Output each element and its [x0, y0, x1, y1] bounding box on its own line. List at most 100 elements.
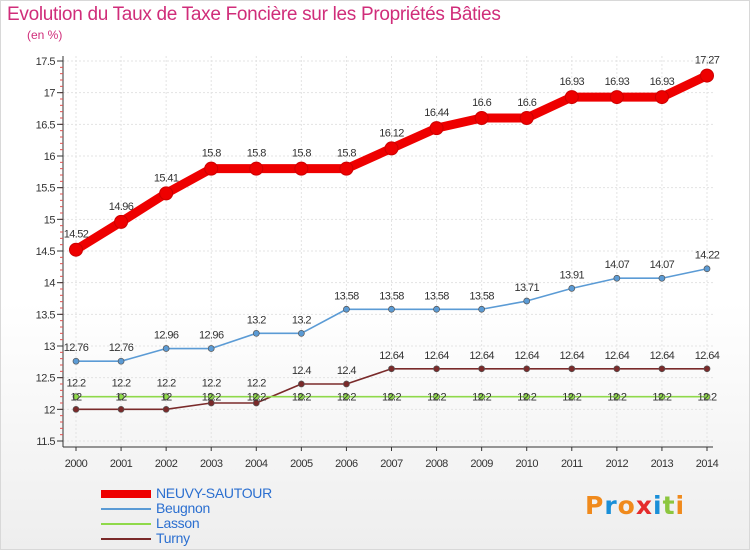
data-point [298, 380, 305, 388]
data-label: 14.22 [695, 250, 720, 262]
data-label: 12.2 [157, 378, 176, 390]
data-point [388, 365, 395, 373]
data-label: 14.07 [605, 259, 630, 271]
x-tick-label: 2003 [200, 458, 223, 470]
x-tick-label: 2011 [561, 458, 583, 470]
data-label: 12 [70, 392, 82, 404]
x-tick-label: 2004 [245, 458, 268, 470]
chart-legend: NEUVY-SAUTOUR Beugnon Lasson Turny [101, 485, 361, 546]
data-label: 12.2 [427, 392, 446, 404]
data-label: 13.71 [514, 282, 539, 294]
data-label: 12.76 [109, 342, 134, 354]
data-point [117, 393, 125, 401]
logo-letter: x [635, 491, 653, 520]
y-tick-label: 17.5 [36, 56, 56, 68]
data-label: 12.2 [652, 392, 671, 404]
data-point [343, 380, 350, 388]
data-point [298, 393, 305, 401]
data-point [294, 161, 309, 176]
data-label: 12.64 [379, 350, 404, 362]
data-point [523, 393, 531, 401]
data-point [114, 214, 129, 229]
data-point [519, 111, 534, 125]
data-label: 13.91 [560, 269, 585, 281]
y-tick-label: 12.5 [36, 373, 56, 385]
data-label: 12.64 [469, 350, 494, 362]
data-label: 12.2 [517, 392, 536, 404]
data-label: 12.2 [112, 378, 131, 390]
data-label: 12.4 [292, 365, 311, 377]
legend-swatch [101, 538, 151, 540]
data-point [429, 121, 444, 136]
data-point [568, 285, 576, 292]
data-label: 17.27 [695, 55, 720, 67]
data-point [658, 365, 666, 373]
legend-label: NEUVY-SAUTOUR [156, 485, 272, 501]
data-point [207, 393, 215, 401]
data-label: 15.8 [202, 148, 221, 160]
data-label: 16.44 [424, 107, 449, 119]
y-tick-label: 15 [44, 214, 56, 226]
legend-swatch [101, 508, 151, 510]
data-label: 15.41 [154, 172, 179, 184]
y-tick-label: 13.5 [36, 309, 56, 321]
x-tick-label: 2008 [425, 458, 448, 470]
legend-label: Lasson [156, 515, 200, 531]
legend-item: Turny [101, 530, 361, 546]
data-label: 16.93 [560, 76, 585, 88]
logo-letter: t [662, 491, 676, 520]
x-tick-label: 2001 [110, 458, 133, 470]
data-point [388, 305, 395, 313]
data-point [69, 242, 83, 257]
data-label: 12.2 [247, 378, 266, 390]
data-label: 12.2 [382, 392, 401, 404]
x-tick-label: 2010 [515, 458, 538, 470]
data-label: 12.2 [247, 392, 266, 404]
logo-letter: i [675, 491, 686, 520]
data-label: 12.2 [66, 378, 85, 390]
x-tick-label: 2005 [290, 458, 313, 470]
data-label: 13.2 [247, 314, 266, 326]
data-point [433, 393, 440, 401]
data-label: 16.6 [517, 97, 536, 109]
data-label: 16.12 [379, 127, 404, 139]
data-point [252, 329, 260, 337]
data-label: 12.4 [337, 365, 356, 377]
data-label: 12.2 [337, 392, 356, 404]
legend-item: NEUVY-SAUTOUR [101, 485, 361, 501]
data-label: 12.96 [199, 330, 224, 342]
data-point [703, 365, 711, 373]
data-point [474, 111, 489, 125]
data-point [478, 365, 485, 373]
data-point [613, 274, 621, 282]
data-point [207, 345, 215, 352]
data-point [343, 393, 350, 401]
data-label: 12.64 [650, 350, 675, 362]
line-chart: 11.5 12 12.5 13 13.5 14 14.5 15 15.5 16 16.5 17 17.5… [36, 55, 721, 470]
data-point [343, 305, 350, 313]
data-label: 12.64 [605, 350, 630, 362]
data-label: 16.93 [605, 76, 630, 88]
legend-item: Lasson [101, 515, 361, 531]
legend-label: Turny [156, 530, 190, 546]
data-point [162, 393, 170, 401]
data-label: 12.2 [292, 392, 311, 404]
data-point [523, 297, 531, 305]
data-point [384, 141, 399, 156]
data-point [523, 365, 531, 373]
data-label: 16.93 [650, 76, 675, 88]
x-tick-label: 2014 [696, 458, 719, 470]
y-tick-label: 12 [44, 404, 56, 416]
legend-label: Beugnon [156, 500, 210, 516]
x-tick-label: 2007 [380, 458, 403, 470]
y-tick-label: 13 [44, 341, 56, 353]
data-label: 12.64 [560, 350, 585, 362]
data-point [654, 90, 669, 105]
y-tick-label: 11.5 [36, 436, 55, 448]
data-label: 15.8 [247, 148, 266, 160]
y-tick-label: 14 [44, 278, 56, 290]
data-point [478, 393, 485, 401]
x-tick-label: 2000 [65, 458, 88, 470]
data-label: 14.52 [64, 229, 89, 241]
chart-title: Evolution du Taux de Taxe Foncière sur l… [7, 4, 501, 25]
